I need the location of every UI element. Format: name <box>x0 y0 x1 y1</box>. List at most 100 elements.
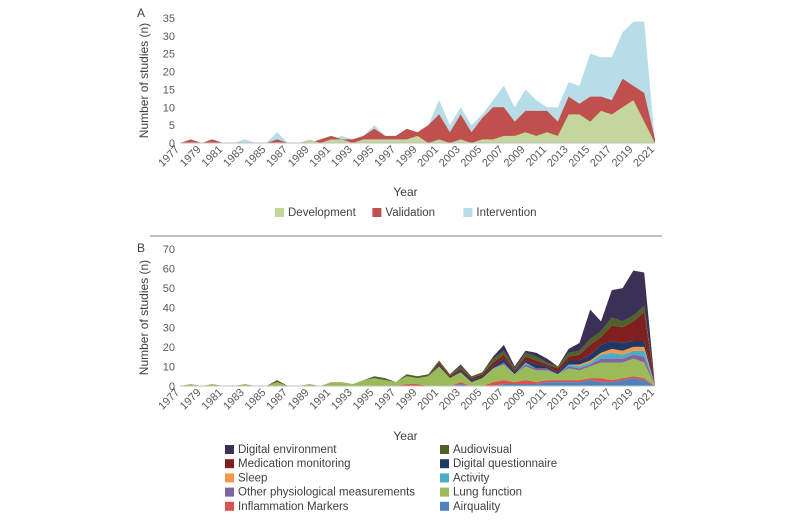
panel-a-x-tick-label: 2001 <box>415 144 441 170</box>
panel-b-y-tick-label: 20 <box>163 342 175 354</box>
legend-label-digital-questionnaire: Digital questionnaire <box>453 458 557 470</box>
panel-b-x-tick-label: 1981 <box>200 387 226 413</box>
legend-swatch-other-physiological-measurements <box>225 487 234 497</box>
panel-b-x-tick-label: 1989 <box>286 387 312 413</box>
panel-a-x-axis-title: Year <box>393 185 417 199</box>
panel-a-x-tick-label: 1989 <box>286 144 312 170</box>
panel-b-x-tick-label: 1977 <box>156 387 182 413</box>
panel-a-x-tick-label: 1993 <box>329 144 355 170</box>
panel-a-label: A <box>137 6 145 20</box>
legend-swatch-digital-environment <box>225 445 234 454</box>
panel-a-x-tick-label: 2007 <box>480 144 506 170</box>
legend-label-activity: Activity <box>453 472 490 484</box>
panel-a-x-tick-label: 2017 <box>588 144 614 170</box>
panel-b-x-tick-label: 2015 <box>567 387 593 413</box>
panel-a-x-tick-label: 1977 <box>156 144 182 170</box>
panel-b-x-tick-label: 2013 <box>545 387 571 413</box>
legend-label-audiovisual: Audiovisual <box>453 444 512 456</box>
legend-label-intervention: Intervention <box>476 207 536 219</box>
panel-a-x-tick-label: 1979 <box>178 144 204 170</box>
panel-b-y-tick-label: 60 <box>163 264 175 276</box>
panel-b-x-tick-label: 2007 <box>480 387 506 413</box>
panel-b-x-axis-title: Year <box>393 429 417 443</box>
panel-b-x-tick-label: 2003 <box>437 387 463 413</box>
panel-b-x-tick-label: 1997 <box>372 387 398 413</box>
panel-b-y-tick-label: 0 <box>169 381 175 393</box>
panel-a-x-tick-label: 1981 <box>200 144 226 170</box>
panel-b-y-tick-label: 40 <box>163 303 175 315</box>
panel-b-area-lung-function <box>180 358 655 386</box>
panel-a-y-tick-label: 20 <box>163 67 175 79</box>
panel-b-x-tick-label: 2009 <box>502 387 528 413</box>
panel-b-x-tick-label: 2011 <box>524 387 549 412</box>
panel-b-label: B <box>137 241 145 255</box>
legend-label-medication-monitoring: Medication monitoring <box>238 458 351 470</box>
panel-b-area-sleep <box>180 346 655 386</box>
panel-b-x-tick-label: 1987 <box>264 387 290 413</box>
panel-a-x-tick-label: 2021 <box>631 144 657 170</box>
legend-swatch-activity <box>440 473 449 483</box>
panel-b-x-tick-label: 1995 <box>351 387 377 413</box>
panel-a-y-tick-label: 10 <box>163 102 175 114</box>
panel-b-x-tick-label: 1985 <box>243 387 269 413</box>
panel-b-y-tick-label: 30 <box>163 322 175 334</box>
legend-label-other-physiological-measurements: Other physiological measurements <box>238 487 415 499</box>
panel-a-x-tick-label: 2005 <box>459 144 485 170</box>
panel-b-x-tick-label: 1999 <box>394 387 420 413</box>
legend-swatch-lung-function <box>440 487 449 497</box>
panel-b-x-tick-label: 1983 <box>221 387 247 413</box>
panel-a-y-ticks: 0 5 10 15 20 25 30 35 <box>163 13 175 150</box>
panel-a-y-axis-title: Number of studies (n) <box>137 23 151 138</box>
panel-a-y-tick-label: 15 <box>163 84 175 96</box>
legend-label-lung-function: Lung function <box>453 487 522 499</box>
panel-b-x-ticks: 1977197919811983198519871989199119931995… <box>156 387 657 413</box>
panel-b-y-tick-label: 50 <box>163 283 175 295</box>
panel-b-area-digital-questionnaire <box>180 340 655 386</box>
panel-b-y-tick-label: 10 <box>163 361 175 373</box>
panel-a-x-tick-label: 1991 <box>307 144 333 170</box>
panel-a-x-tick-label: 2013 <box>545 144 571 170</box>
panel-a-area-development <box>180 100 655 143</box>
panel-a-x-tick-label: 1999 <box>394 144 420 170</box>
panel-b-area-inflammation-markers <box>180 376 655 386</box>
legend-label-development: Development <box>288 207 357 219</box>
panel-a-x-tick-label: 1987 <box>264 144 290 170</box>
panel-b-area-activity <box>180 350 655 386</box>
legend-swatch-audiovisual <box>440 445 449 454</box>
panel-a-y-tick-label: 25 <box>163 49 175 61</box>
panel-b-x-tick-label: 1979 <box>178 387 204 413</box>
panel-b-legend: Digital environment Audiovisual Medication… <box>225 444 557 513</box>
panel-b-y-axis-title: Number of studies (n) <box>137 260 151 375</box>
legend-swatch-development <box>275 208 284 217</box>
legend-label-airquality: Airquality <box>453 501 501 513</box>
legend-swatch-validation <box>372 208 382 217</box>
panel-b-x-tick-label: 2005 <box>459 387 485 413</box>
panel-a-x-tick-label: 2019 <box>610 144 636 170</box>
panel-a-area-validation <box>180 78 655 143</box>
legend-swatch-airquality <box>440 501 449 511</box>
panel-a-x-tick-label: 2009 <box>502 144 528 170</box>
panel-a-areas <box>180 21 655 144</box>
legend-label-sleep: Sleep <box>238 472 267 484</box>
legend-swatch-digital-questionnaire <box>440 459 449 469</box>
panel-a-y-tick-label: 5 <box>169 120 175 132</box>
panel-b-y-ticks: 0 10 20 30 40 50 60 70 <box>163 244 175 393</box>
legend-swatch-intervention <box>463 208 473 217</box>
panel-b-x-tick-label: 1993 <box>329 387 355 413</box>
panel-a-y-tick-label: 30 <box>163 31 175 43</box>
panel-a-x-tick-label: 2011 <box>524 144 549 169</box>
legend-swatch-inflammation-markers <box>225 501 234 511</box>
panel-a-x-tick-label: 1983 <box>221 144 247 170</box>
panel-b-x-tick-label: 2021 <box>631 387 657 413</box>
legend-swatch-sleep <box>225 473 234 483</box>
panel-a-x-tick-label: 2015 <box>567 144 593 170</box>
panel-b-areas <box>180 270 655 386</box>
panel-a-legend: Development Validation Intervention <box>275 207 537 219</box>
panel-a-x-tick-label: 1995 <box>351 144 377 170</box>
legend-label-digital-environment: Digital environment <box>238 444 337 456</box>
panel-b-x-tick-label: 2001 <box>415 387 441 413</box>
panel-a-x-tick-label: 2003 <box>437 144 463 170</box>
